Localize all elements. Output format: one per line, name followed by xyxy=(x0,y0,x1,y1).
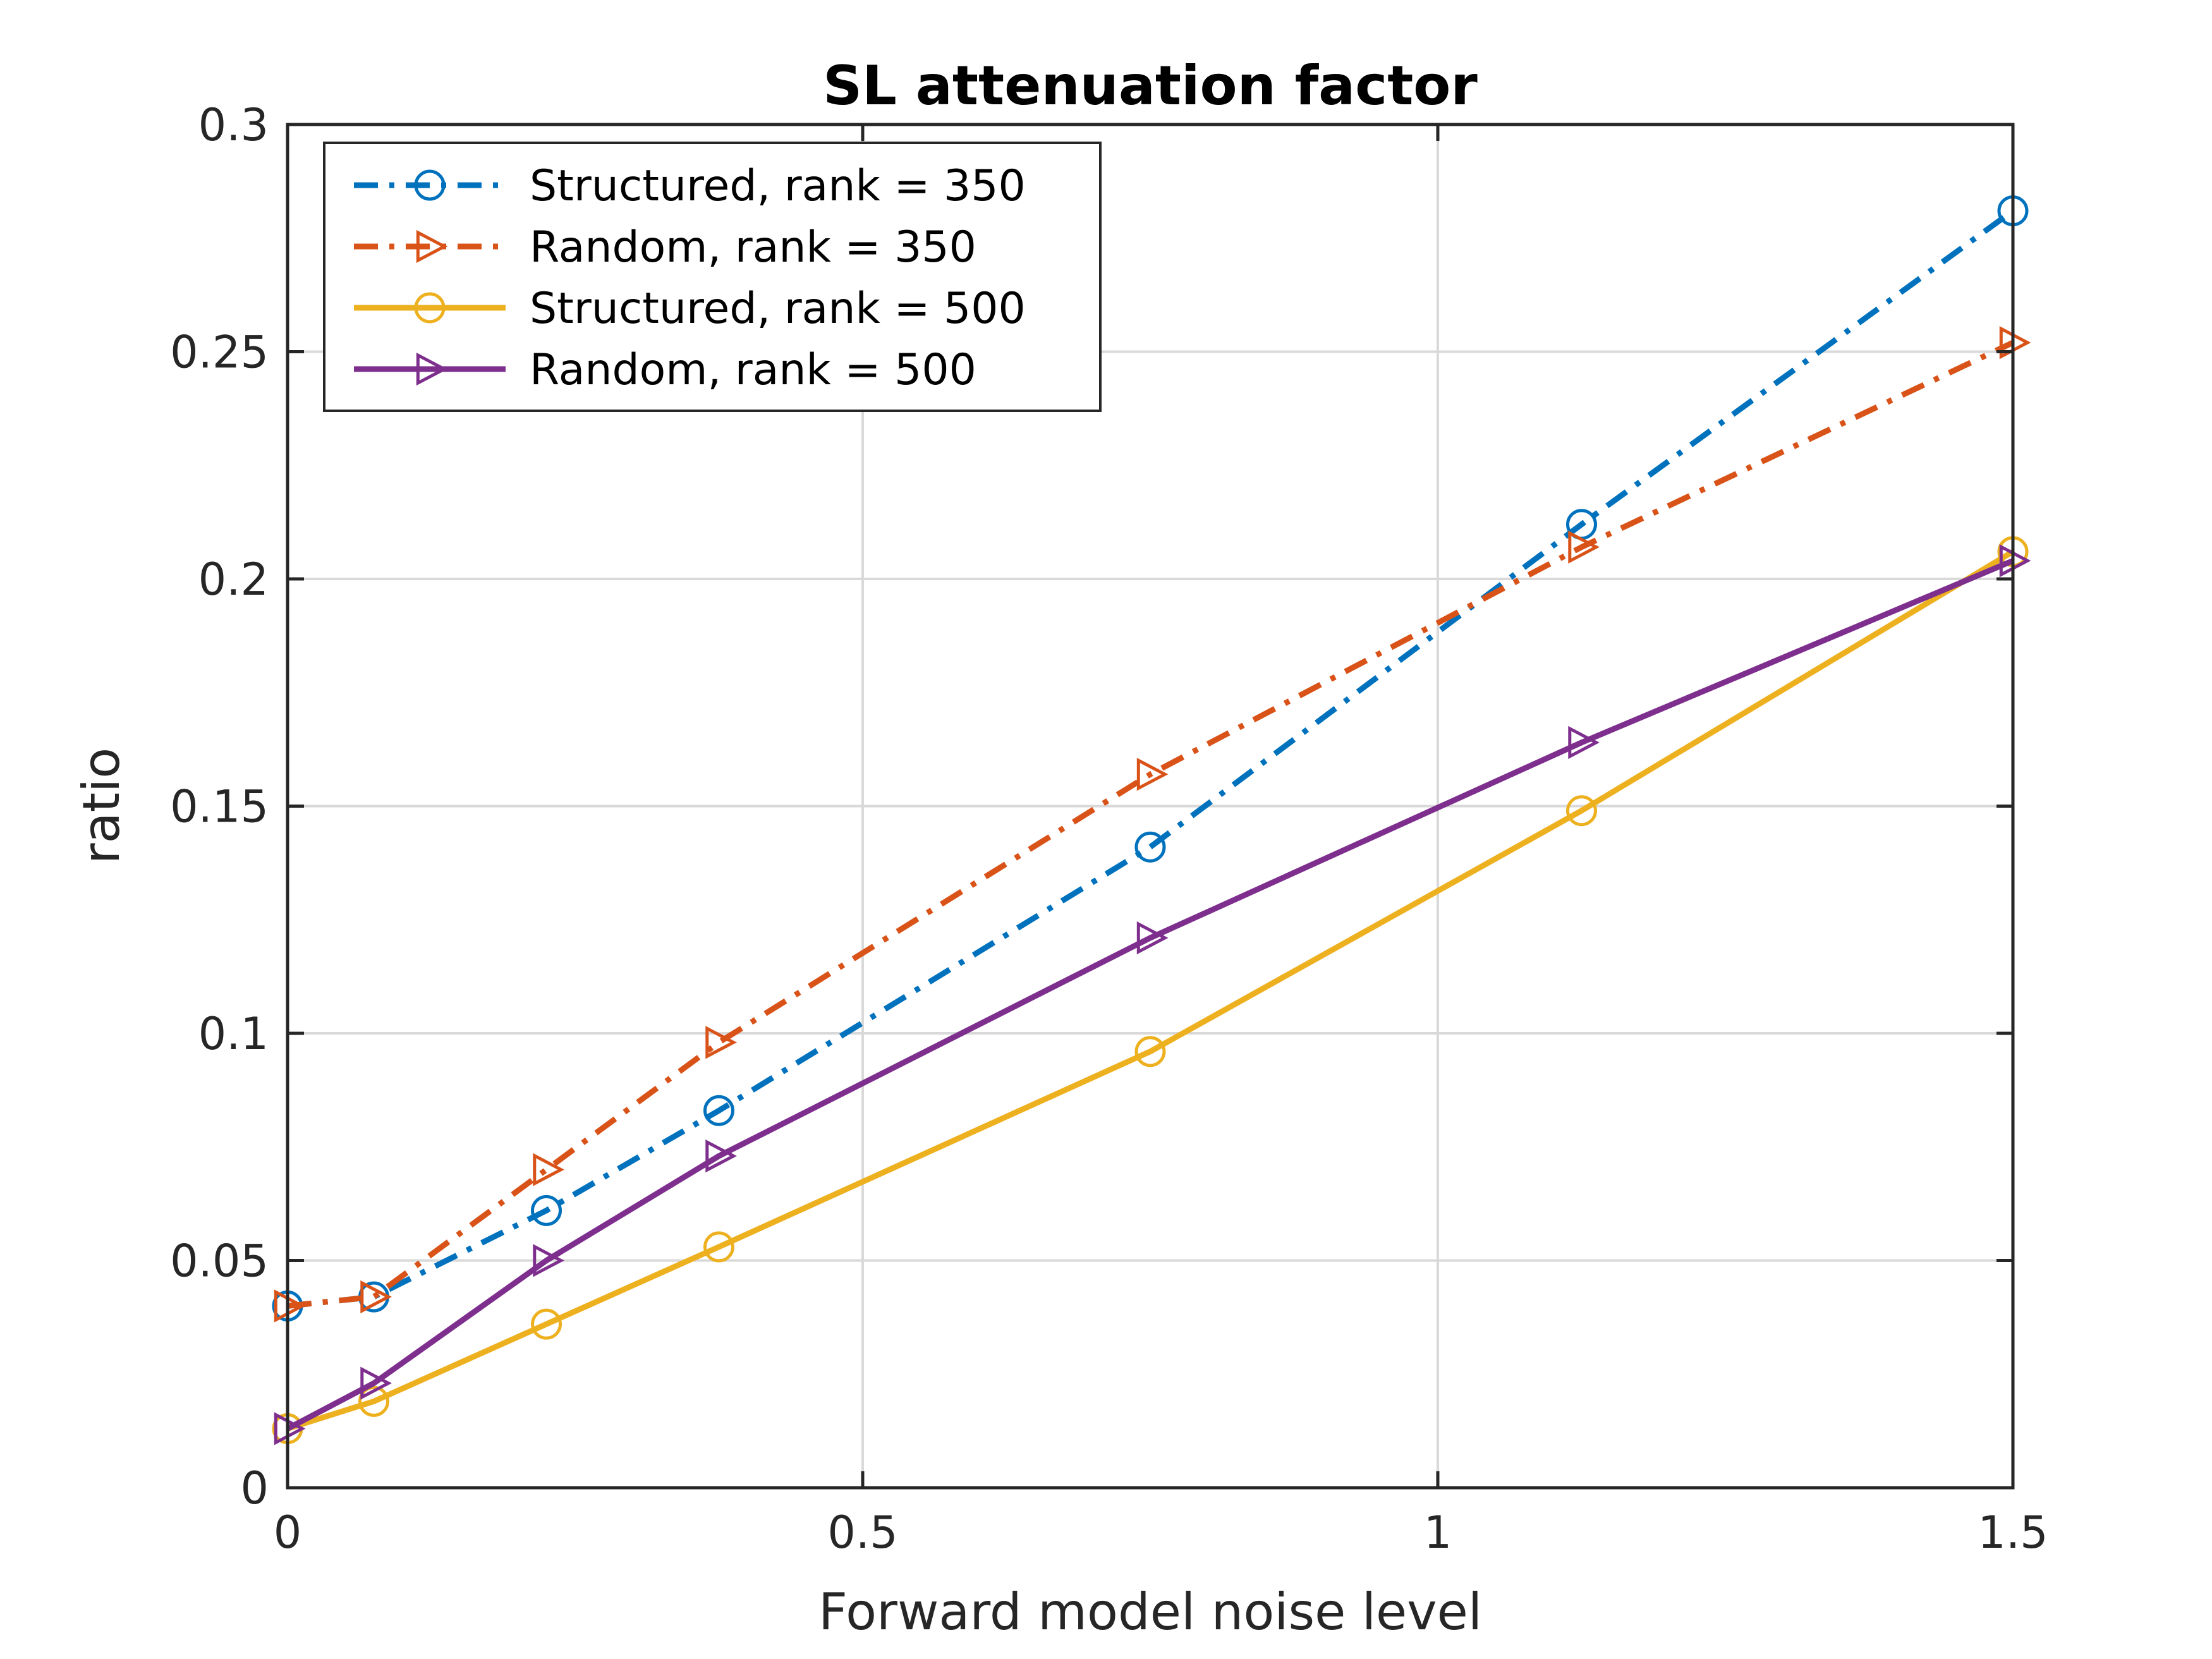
data-point-triangle-marker xyxy=(705,1139,737,1173)
series-line xyxy=(286,549,2015,1431)
x-tick-label: 1.5 xyxy=(1978,1507,2048,1559)
y-tick-label: 0.1 xyxy=(198,1008,269,1060)
data-point-triangle-marker xyxy=(360,1280,392,1314)
data-point-circle-marker xyxy=(531,1308,562,1340)
chart-title: SL attenuation factor xyxy=(823,54,1478,118)
y-tick-label: 0.3 xyxy=(198,99,269,151)
data-point-circle-marker xyxy=(414,292,446,324)
data-point-triangle-marker xyxy=(360,1366,392,1400)
data-point-circle-marker xyxy=(531,1194,562,1226)
legend-label: Structured, rank = 350 xyxy=(530,161,1026,211)
legend-entry: Random, rank = 500 xyxy=(354,345,976,395)
series-4 xyxy=(274,544,2031,1445)
y-tick-label: 0 xyxy=(240,1462,269,1514)
ticks: 0 0.5 1 1.5 0 0.05 0.1 0.15 0.2 0.25 0.3 xyxy=(170,99,2048,1559)
data-point-circle-marker xyxy=(703,1095,734,1126)
data-point-circle-marker xyxy=(1566,795,1597,827)
data-point-circle-marker xyxy=(358,1385,389,1417)
y-tick-label: 0.25 xyxy=(170,327,269,379)
data-point-circle-marker xyxy=(703,1231,734,1263)
data-point-circle-marker xyxy=(1134,1036,1166,1067)
data-point-triangle-marker xyxy=(1136,758,1169,791)
data-point-circle-marker xyxy=(414,169,446,201)
legend-label: Random, rank = 350 xyxy=(530,222,976,272)
legend-label: Structured, rank = 500 xyxy=(530,284,1026,334)
data-point-triangle-marker xyxy=(533,1244,564,1277)
x-tick-label: 1 xyxy=(1424,1507,1452,1559)
data-point-triangle-marker xyxy=(416,229,448,264)
y-axis-label: ratio xyxy=(72,748,131,864)
legend-box xyxy=(323,142,1102,412)
data-point-triangle-marker xyxy=(1568,530,1600,564)
data-point-triangle-marker xyxy=(416,352,448,386)
series-line xyxy=(287,340,2014,1309)
legend: Structured, rank = 350 Random, rank = 350… xyxy=(323,142,1102,412)
series-line xyxy=(286,558,2014,1431)
data-point-circle-marker xyxy=(1134,831,1166,863)
y-tick-label: 0.05 xyxy=(170,1236,269,1287)
data-point-triangle-marker xyxy=(705,1026,737,1059)
x-tick-label: 0.5 xyxy=(827,1507,897,1559)
y-tick-label: 0.2 xyxy=(198,554,269,605)
x-axis-label: Forward model noise level xyxy=(818,1583,1482,1641)
legend-entry: Structured, rank = 500 xyxy=(354,284,1026,334)
x-tick-label: 0 xyxy=(274,1507,302,1559)
data-point-triangle-marker xyxy=(1136,921,1169,955)
series-line xyxy=(287,208,2015,1309)
legend-entry: Structured, rank = 350 xyxy=(354,161,1026,211)
data-point-triangle-marker xyxy=(533,1153,564,1186)
y-tick-label: 0.15 xyxy=(170,781,269,833)
legend-label: Random, rank = 500 xyxy=(530,345,976,395)
data-point-triangle-marker xyxy=(1568,726,1600,759)
legend-entry: Random, rank = 350 xyxy=(354,222,976,272)
